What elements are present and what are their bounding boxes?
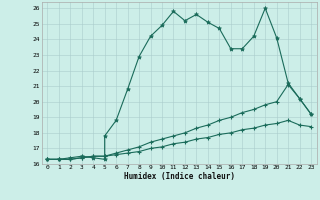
X-axis label: Humidex (Indice chaleur): Humidex (Indice chaleur)	[124, 172, 235, 181]
